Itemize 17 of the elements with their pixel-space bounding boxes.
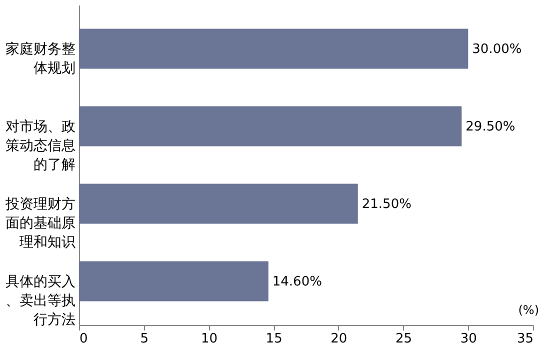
x-tick-label: 25 <box>396 332 412 346</box>
y-tick-label: 具体的买入、卖出等执行方法 <box>6 274 76 328</box>
y-tick-label: 投资理财方面的基础原理和知识 <box>4 196 76 250</box>
x-tick-label: 10 <box>200 332 218 346</box>
x-tick-label: 20 <box>330 332 348 346</box>
y-tick-label: 家庭财务整体规划 <box>6 41 76 76</box>
y-tick-label: 对市场、政策动态信息的了解 <box>6 118 76 173</box>
data-label: 14.60% <box>272 274 322 290</box>
x-tick-label: 0 <box>80 332 88 346</box>
data-label: 21.50% <box>362 196 412 212</box>
x-tick-label: 5 <box>140 332 148 346</box>
data-label: 30.00% <box>472 42 522 57</box>
data-label: 29.50% <box>466 119 516 134</box>
x-tick-label: 30 <box>460 332 477 346</box>
x-tick-label: 15 <box>266 332 282 346</box>
x-axis-title: (%) <box>518 303 539 317</box>
x-tick-label: 35 <box>516 332 534 346</box>
